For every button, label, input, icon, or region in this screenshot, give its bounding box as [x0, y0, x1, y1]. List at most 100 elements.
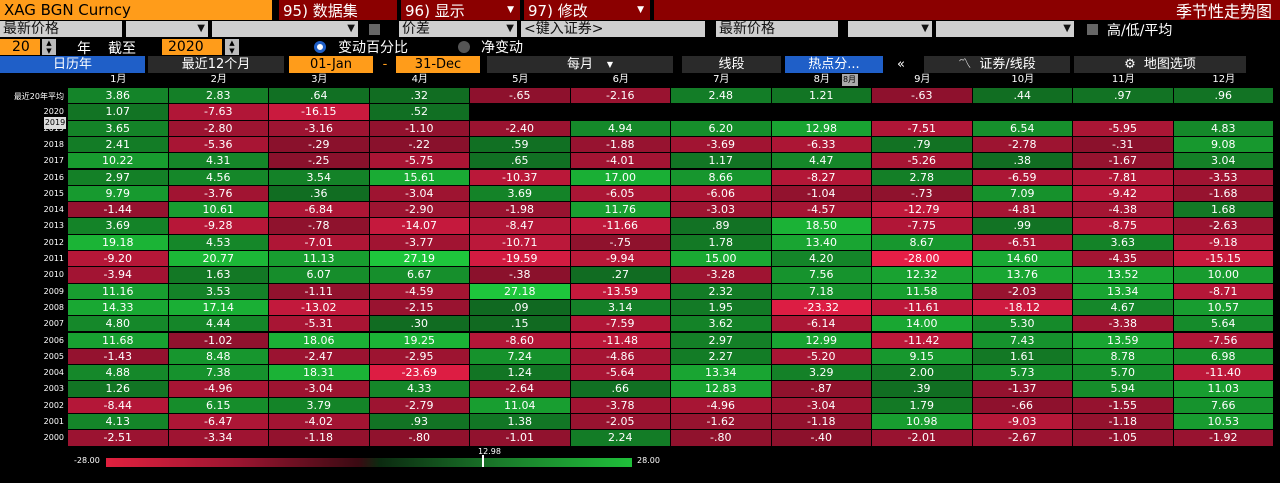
heatmap-cell[interactable]: .59: [470, 136, 570, 153]
field2-dropdown[interactable]: ▼: [848, 21, 932, 37]
heatmap-cell[interactable]: -5.75: [369, 153, 469, 169]
heatmap-cell[interactable]: 12.32: [872, 267, 972, 283]
heatmap-cell[interactable]: -1.18: [1073, 414, 1173, 430]
heatmap-cell[interactable]: 13.59: [1073, 332, 1173, 348]
heatmap-cell[interactable]: -3.76: [168, 185, 268, 202]
heatmap-cell[interactable]: 15.61: [369, 169, 469, 185]
heatmap-cell[interactable]: -1.92: [1173, 430, 1273, 446]
heatmap-cell[interactable]: 18.06: [269, 332, 369, 348]
heatmap-cell[interactable]: -3.77: [369, 234, 469, 250]
heatmap-cell[interactable]: 3.62: [671, 316, 771, 332]
heatmap-cell[interactable]: -4.02: [269, 414, 369, 430]
heatmap-cell[interactable]: 4.56: [168, 169, 268, 185]
heatmap-cell[interactable]: 13.40: [771, 234, 871, 250]
heatmap-cell[interactable]: 4.83: [1173, 120, 1273, 136]
heatmap-cell[interactable]: -18.12: [972, 299, 1072, 316]
heatmap-cell[interactable]: 2.41: [68, 136, 168, 153]
heatmap-cell[interactable]: -7.75: [872, 218, 972, 234]
heatmap-cell[interactable]: 11.58: [872, 283, 972, 299]
heatmap-cell[interactable]: .79: [872, 136, 972, 153]
heatmap-cell[interactable]: 1.17: [671, 153, 771, 169]
heatmap-cell[interactable]: -7.56: [1173, 332, 1273, 348]
heatmap-cell[interactable]: 11.04: [470, 397, 570, 413]
heatmap-cell[interactable]: -11.40: [1173, 365, 1273, 381]
heatmap-cell[interactable]: 7.43: [972, 332, 1072, 348]
heatmap-cell[interactable]: 9.79: [68, 185, 168, 202]
heatmap-cell[interactable]: -23.69: [369, 365, 469, 381]
heatmap-cell[interactable]: -3.16: [269, 120, 369, 136]
heatmap-cell[interactable]: -.22: [369, 136, 469, 153]
heatmap-cell[interactable]: 12.99: [771, 332, 871, 348]
heatmap-cell[interactable]: -.25: [269, 153, 369, 169]
security-input[interactable]: <键入证券>: [521, 21, 705, 37]
heatmap-cell[interactable]: -3.69: [671, 136, 771, 153]
heatmap-cell[interactable]: 7.18: [771, 283, 871, 299]
heatmap-cell[interactable]: 4.47: [771, 153, 871, 169]
heatmap-cell[interactable]: -8.75: [1073, 218, 1173, 234]
heatmap-cell[interactable]: 9.08: [1173, 136, 1273, 153]
as-of-stepper[interactable]: ▲ ▼: [225, 39, 239, 55]
heatmap-cell[interactable]: -7.63: [168, 104, 268, 120]
heatmap-cell[interactable]: -6.05: [570, 185, 670, 202]
heatmap-cell[interactable]: 12.98: [771, 120, 871, 136]
heatmap-cell[interactable]: -2.16: [570, 88, 670, 104]
heatmap-cell[interactable]: .38: [972, 153, 1072, 169]
years-stepper[interactable]: ▲ ▼: [42, 39, 56, 55]
heatmap-cell[interactable]: -3.28: [671, 267, 771, 283]
heatmap-cell[interactable]: -.38: [470, 267, 570, 283]
menu-display[interactable]: 96) 显示 ▼: [401, 0, 520, 20]
heatmap-cell[interactable]: .30: [369, 316, 469, 332]
heatmap-cell[interactable]: -2.03: [972, 283, 1072, 299]
heatmap-cell[interactable]: -6.59: [972, 169, 1072, 185]
heatmap-cell[interactable]: .66: [570, 381, 670, 397]
field1-extra-dropdown[interactable]: ▼: [212, 21, 358, 37]
heatmap-cell[interactable]: -2.15: [369, 299, 469, 316]
heatmap-cell[interactable]: 2.78: [872, 169, 972, 185]
heatmap-cell[interactable]: .64: [269, 88, 369, 104]
radio-percent[interactable]: [314, 41, 326, 53]
heatmap-cell[interactable]: -1.01: [470, 430, 570, 446]
heatmap-cell[interactable]: -14.07: [369, 218, 469, 234]
heatmap-cell[interactable]: 1.07: [68, 104, 168, 120]
heatmap-cell[interactable]: 13.34: [1073, 283, 1173, 299]
heatmap-cell[interactable]: .89: [671, 218, 771, 234]
heatmap-cell[interactable]: -4.81: [972, 202, 1072, 218]
heatmap-cell[interactable]: -6.84: [269, 202, 369, 218]
heatmap-cell[interactable]: -15.15: [1173, 251, 1273, 267]
heatmap-cell[interactable]: 15.00: [671, 251, 771, 267]
heatmap-cell[interactable]: -11.61: [872, 299, 972, 316]
heatmap-cell[interactable]: 7.09: [972, 185, 1072, 202]
heatmap-cell[interactable]: -8.60: [470, 332, 570, 348]
heatmap-cell[interactable]: -19.59: [470, 251, 570, 267]
heatmap-cell[interactable]: -1.18: [771, 414, 871, 430]
heatmap-cell[interactable]: .39: [872, 381, 972, 397]
heatmap-cell[interactable]: 27.18: [470, 283, 570, 299]
field2-select[interactable]: 最新价格: [716, 21, 838, 37]
heatmap-cell[interactable]: 11.03: [1173, 381, 1273, 397]
heatmap-cell[interactable]: 7.24: [470, 348, 570, 365]
heatmap-cell[interactable]: -2.51: [68, 430, 168, 446]
heatmap-cell[interactable]: -10.71: [470, 234, 570, 250]
heatmap-cell[interactable]: -.80: [369, 430, 469, 446]
heatmap-cell[interactable]: 10.22: [68, 153, 168, 169]
heatmap-cell[interactable]: 5.30: [972, 316, 1072, 332]
heatmap-cell[interactable]: [771, 104, 871, 120]
heatmap-cell[interactable]: 14.60: [972, 251, 1072, 267]
heatmap-cell[interactable]: -3.78: [570, 397, 670, 413]
heatmap-cell[interactable]: 6.20: [671, 120, 771, 136]
heatmap-cell[interactable]: 11.13: [269, 251, 369, 267]
heatmap-cell[interactable]: 4.80: [68, 316, 168, 332]
heatmap-cell[interactable]: -10.37: [470, 169, 570, 185]
heatmap-cell[interactable]: 2.32: [671, 283, 771, 299]
heatmap-cell[interactable]: -2.67: [972, 430, 1072, 446]
heatmap-cell[interactable]: 8.66: [671, 169, 771, 185]
heatmap-cell[interactable]: -3.03: [671, 202, 771, 218]
heatmap-cell[interactable]: .52: [369, 104, 469, 120]
heatmap-cell[interactable]: 1.63: [168, 267, 268, 283]
heatmap-cell[interactable]: -4.57: [771, 202, 871, 218]
heatmap-cell[interactable]: 2.27: [671, 348, 771, 365]
heatmap-cell[interactable]: 11.16: [68, 283, 168, 299]
heatmap-cell[interactable]: 2.97: [68, 169, 168, 185]
heatmap-cell[interactable]: -2.01: [872, 430, 972, 446]
heatmap-cell[interactable]: -2.95: [369, 348, 469, 365]
